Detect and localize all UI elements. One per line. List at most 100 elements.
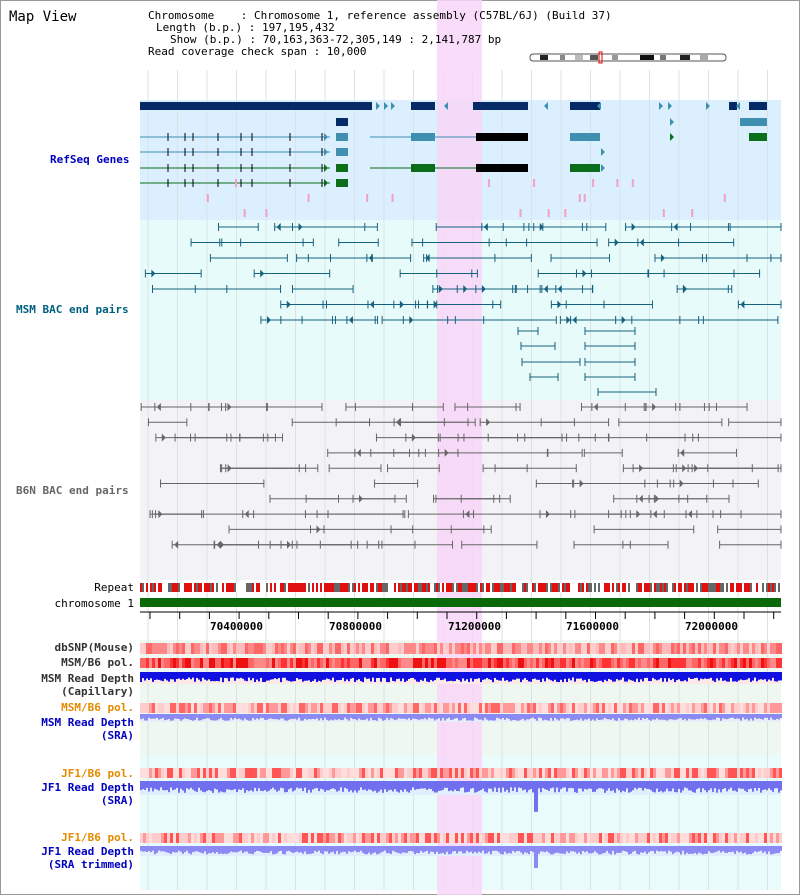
heat-cell	[659, 703, 662, 713]
heat-cell	[179, 768, 182, 778]
depth-bar	[208, 714, 210, 719]
heat-cell	[497, 768, 500, 778]
heat-cell	[557, 643, 560, 654]
depth-bar	[238, 714, 240, 719]
heat-cell	[311, 643, 314, 654]
depth-bar	[206, 781, 208, 791]
heat-cell	[542, 658, 545, 668]
depth-bar	[746, 781, 748, 793]
depth-bar	[330, 781, 332, 789]
gene-arrow	[174, 540, 179, 549]
depth-bar	[460, 714, 462, 721]
refseq-track-label[interactable]: RefSeq Genes	[50, 153, 130, 166]
depth-bar	[274, 714, 276, 720]
heat-cell	[599, 703, 602, 713]
depth-bar	[674, 714, 676, 720]
depth-bar	[364, 714, 366, 720]
b6n-bac-track-label[interactable]: B6N BAC end pairs	[16, 484, 129, 497]
repeat-mark	[390, 583, 392, 592]
heat-cell	[152, 833, 155, 843]
depth-bar	[554, 714, 556, 718]
depth-bar	[328, 714, 330, 721]
heat-cell	[281, 658, 284, 668]
depth-bar	[774, 714, 776, 720]
depth-bar	[438, 781, 440, 791]
depth-bar	[316, 714, 318, 719]
depth-bar	[262, 672, 264, 682]
depth-bar	[758, 781, 760, 788]
heat-cell	[302, 643, 305, 654]
heat-cell	[377, 768, 380, 778]
heat-cell	[728, 703, 731, 713]
heat-cell	[200, 658, 203, 668]
depth-bar	[228, 714, 230, 721]
heat-cell	[533, 643, 536, 654]
repeat-mark	[182, 583, 184, 592]
heat-cell	[389, 643, 392, 654]
depth-bar	[510, 672, 512, 682]
depth-bar	[622, 781, 624, 791]
msm-bac-track-label[interactable]: MSM BAC end pairs	[16, 303, 129, 316]
depth-bar	[364, 846, 366, 855]
gene-arrow	[639, 464, 644, 473]
heat-cell	[335, 768, 338, 778]
repeat-mark	[680, 583, 682, 592]
heat-cell	[452, 643, 455, 654]
heat-cell	[353, 658, 356, 668]
depth-bar	[588, 714, 590, 719]
depth-bar	[664, 672, 666, 679]
depth-bar	[222, 672, 224, 683]
heat-cell	[614, 643, 617, 654]
heat-cell	[479, 658, 482, 668]
heat-cell	[713, 643, 716, 654]
jf1-b6-pol-label: JF1/B6 pol.	[61, 767, 134, 780]
depth-bar	[604, 714, 606, 718]
depth-bar	[690, 714, 692, 720]
repeat-mark	[562, 583, 564, 592]
depth-bar	[208, 672, 210, 680]
depth-bar	[760, 672, 762, 680]
heat-cell	[557, 833, 560, 843]
heat-cell	[491, 768, 494, 778]
heat-cell	[353, 768, 356, 778]
heat-cell	[338, 833, 341, 843]
heat-cell	[563, 833, 566, 843]
heat-cell	[392, 643, 395, 654]
heat-cell	[770, 703, 773, 713]
repeat-mark	[140, 583, 142, 592]
heat-cell	[164, 643, 167, 654]
heat-cell	[242, 658, 245, 668]
heat-cell	[365, 833, 368, 843]
depth-bar	[634, 846, 636, 851]
depth-bar	[728, 714, 730, 719]
depth-bar	[482, 781, 484, 789]
heat-cell	[548, 643, 551, 654]
heat-cell	[338, 658, 341, 668]
heat-cell	[695, 833, 698, 843]
heat-cell	[695, 768, 698, 778]
repeat-mark	[600, 583, 602, 592]
depth-bar	[156, 846, 158, 853]
depth-bar	[762, 846, 764, 853]
depth-bar	[650, 846, 652, 851]
depth-bar	[654, 672, 656, 680]
gene-arrow	[444, 448, 449, 457]
heat-cell	[611, 643, 614, 654]
depth-bar	[638, 714, 640, 718]
heat-cell	[506, 643, 509, 654]
heat-cell	[698, 703, 701, 713]
repeat-mark	[630, 583, 632, 592]
depth-bar	[452, 672, 454, 682]
heat-cell	[452, 658, 455, 668]
depth-bar	[656, 672, 658, 681]
heat-cell	[401, 658, 404, 668]
heat-cell	[407, 703, 410, 713]
depth-bar	[532, 781, 534, 793]
repeat-mark	[534, 583, 536, 592]
heat-cell	[404, 768, 407, 778]
depth-bar	[576, 781, 578, 793]
depth-bar	[620, 672, 622, 680]
repeat-mark	[356, 583, 358, 592]
depth-bar	[620, 846, 622, 853]
depth-bar	[716, 672, 718, 679]
